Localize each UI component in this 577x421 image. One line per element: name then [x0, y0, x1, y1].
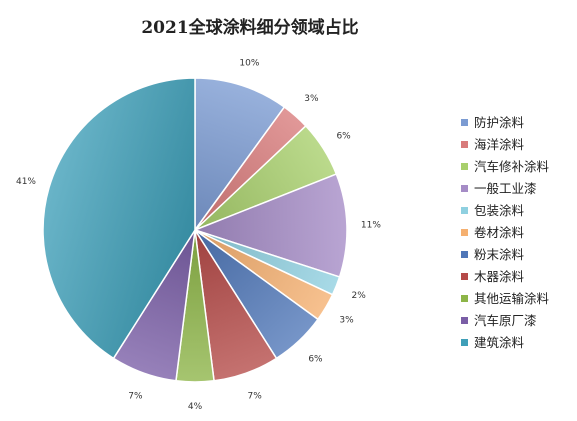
legend-label: 一般工业漆	[474, 181, 537, 196]
data-label: 41%	[16, 177, 36, 187]
legend-label: 其他运输涂料	[474, 291, 550, 306]
data-label: 10%	[239, 59, 259, 69]
pie-slice	[194, 77, 286, 233]
legend-label: 建筑涂料	[474, 335, 525, 350]
legend-label: 包装涂料	[474, 203, 525, 218]
data-label: 11%	[361, 220, 381, 230]
legend-label: 木器涂料	[474, 269, 525, 284]
legend-swatch	[461, 273, 468, 280]
legend-label: 防护涂料	[474, 115, 525, 130]
legend-label: 汽车修补涂料	[474, 159, 550, 174]
legend-swatch	[461, 185, 468, 192]
pie-slice	[192, 173, 348, 278]
data-label: 4%	[188, 402, 203, 412]
legend-swatch	[461, 251, 468, 258]
data-label: 6%	[336, 132, 351, 142]
legend: 防护涂料海洋涂料汽车修补涂料一般工业漆包装涂料卷材涂料粉末涂料木器涂料其他运输涂…	[461, 115, 550, 350]
legend-swatch	[461, 119, 468, 126]
data-label: 6%	[308, 354, 323, 364]
data-label: 3%	[339, 316, 354, 326]
legend-label: 汽车原厂漆	[474, 313, 537, 328]
data-label: 2%	[352, 291, 367, 301]
data-label: 3%	[304, 94, 319, 104]
legend-swatch	[461, 295, 468, 302]
legend-swatch	[461, 207, 468, 214]
data-label: 7%	[128, 392, 143, 402]
legend-swatch	[461, 339, 468, 346]
legend-swatch	[461, 163, 468, 170]
pie-slice	[42, 77, 196, 360]
legend-swatch	[461, 229, 468, 236]
legend-label: 粉末涂料	[474, 247, 525, 262]
chart-title: 2021全球涂料细分领域占比	[141, 17, 358, 38]
data-label: 7%	[247, 392, 262, 402]
legend-label: 海洋涂料	[474, 137, 525, 152]
legend-swatch	[461, 141, 468, 148]
legend-swatch	[461, 317, 468, 324]
legend-label: 卷材涂料	[474, 225, 525, 240]
pie-slices	[42, 77, 348, 383]
pie-data-labels: 10% 3% 6% 11% 2% 3% 6% 7% 4% 7% 41%	[16, 59, 381, 412]
